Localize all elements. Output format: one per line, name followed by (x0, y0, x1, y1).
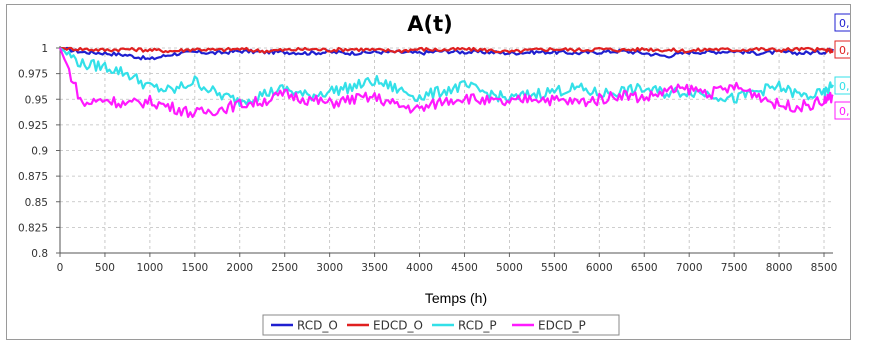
end-label-text: 0,953 (839, 105, 850, 118)
end-labels: 0,999 0,997 0,964 0,953 (834, 13, 850, 120)
legend-item-edcd-o: EDCD_O (347, 319, 423, 333)
legend-label: EDCD_P (538, 319, 586, 333)
x-tick-label: 2500 (271, 262, 298, 274)
y-tick-label: 0.85 (25, 197, 48, 209)
x-tick-label: 3000 (316, 262, 343, 274)
end-label-edcd-p: 0,953 (834, 101, 850, 120)
legend-label: RCD_O (297, 319, 338, 333)
x-tick-label: 5000 (496, 262, 523, 274)
end-label-text: 0,964 (839, 80, 850, 93)
end-label-rcd-o: 0,999 (834, 13, 850, 32)
y-tick-label: 0.95 (25, 94, 48, 106)
x-tick-label: 5500 (541, 262, 568, 274)
x-tick-label: 4500 (451, 262, 478, 274)
y-tick-label: 0.8 (31, 248, 48, 260)
axes: 1 0.975 0.95 0.925 0.9 0.875 0.85 0.825 0.8 0 500 1… (18, 43, 837, 274)
end-label-edcd-o: 0,997 (834, 40, 850, 59)
end-label-box (834, 101, 850, 120)
series-line-edcd-p (58, 47, 834, 119)
y-tick-label: 0.9 (31, 146, 48, 158)
x-tick-label: 4000 (406, 262, 433, 274)
legend-item-rcd-p: RCD_P (432, 319, 497, 333)
end-label-box (834, 40, 850, 59)
availability-chart: A(t) 1 0.975 0.95 0.925 0.9 0.875 0.85 0.825 0.8… (18, 12, 850, 336)
series-line-rcd-p (59, 47, 834, 108)
y-tick-label: 0.875 (18, 171, 48, 183)
x-tick-label: 7500 (721, 262, 748, 274)
y-tick-label: 0.925 (18, 120, 48, 132)
y-tick-label: 0.975 (18, 69, 48, 81)
chart-frame: A(t) 1 0.975 0.95 0.925 0.9 0.875 0.85 0.825 0.8… (6, 4, 851, 340)
y-tick-label: 1 (41, 43, 48, 55)
series-line-edcd-o (59, 46, 834, 54)
x-axis-label: Temps (h) (425, 290, 487, 306)
end-label-text: 0,999 (839, 17, 850, 30)
x-tick-label: 500 (95, 262, 115, 274)
grid (59, 47, 833, 254)
end-label-text: 0,997 (839, 44, 850, 57)
y-tick-label: 0.825 (18, 222, 48, 234)
x-tick-label: 6000 (586, 262, 613, 274)
legend-label: RCD_P (458, 319, 497, 333)
legend-label: EDCD_O (373, 319, 423, 333)
legend-item-rcd-o: RCD_O (271, 319, 338, 333)
series-lines (58, 46, 835, 119)
chart-title: A(t) (407, 12, 453, 36)
legend-item-edcd-p: EDCD_P (512, 319, 586, 333)
legend: RCD_O EDCD_O RCD_P EDCD_P (262, 314, 620, 336)
x-tick-label: 1500 (181, 262, 208, 274)
x-tick-label: 7000 (676, 262, 703, 274)
x-tick-label: 8500 (811, 262, 838, 274)
x-tick-label: 3500 (361, 262, 388, 274)
end-label-box (834, 76, 850, 95)
end-label-box (834, 13, 850, 32)
x-tick-label: 0 (57, 262, 64, 274)
x-tick-label: 1000 (137, 262, 164, 274)
end-label-rcd-p: 0,964 (834, 76, 850, 95)
x-tick-label: 6500 (631, 262, 658, 274)
x-tick-label: 8000 (766, 262, 793, 274)
x-tick-label: 2000 (226, 262, 253, 274)
